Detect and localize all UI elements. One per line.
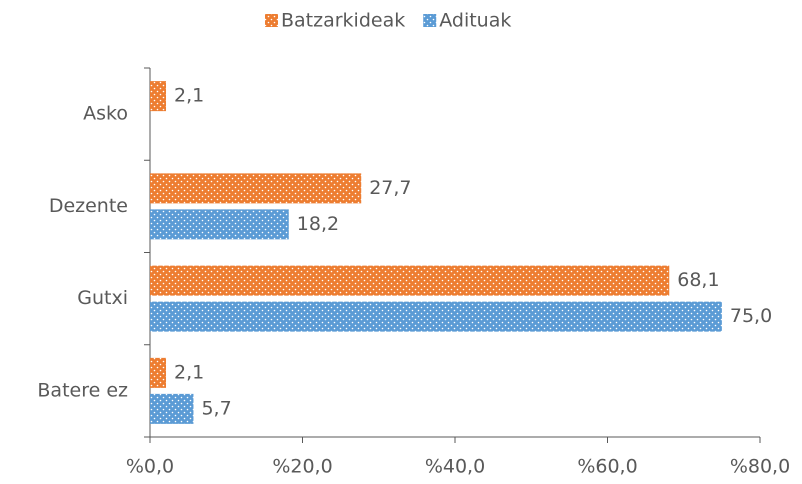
value-label: 68,1 — [677, 269, 719, 291]
x-tick-label: %60,0 — [577, 456, 637, 478]
value-label: 5,7 — [201, 397, 231, 419]
legend-swatch — [423, 14, 437, 27]
legend-swatch — [265, 14, 278, 27]
value-label: 75,0 — [730, 305, 772, 327]
x-tick-label: %0,0 — [126, 456, 174, 478]
legend-label: Adituak — [439, 10, 511, 32]
bar — [150, 81, 167, 112]
y-tick-label: Gutxi — [77, 287, 128, 309]
x-tick-label: %80,0 — [730, 456, 790, 478]
y-tick-label: Asko — [83, 103, 128, 125]
value-label: 2,1 — [174, 85, 204, 107]
y-tick-label: Batere ez — [37, 379, 128, 401]
bar — [150, 301, 722, 332]
bar — [150, 357, 167, 388]
y-tick-label: Dezente — [49, 195, 128, 217]
bar — [150, 209, 289, 240]
bar — [150, 393, 194, 424]
x-tick-label: %40,0 — [425, 456, 485, 478]
value-label: 27,7 — [369, 177, 411, 199]
legend-label: Batzarkideak — [281, 10, 405, 32]
bar — [150, 265, 670, 296]
bar — [150, 173, 362, 204]
x-tick-label: %20,0 — [272, 456, 332, 478]
value-label: 2,1 — [174, 361, 204, 383]
value-label: 18,2 — [297, 213, 339, 235]
